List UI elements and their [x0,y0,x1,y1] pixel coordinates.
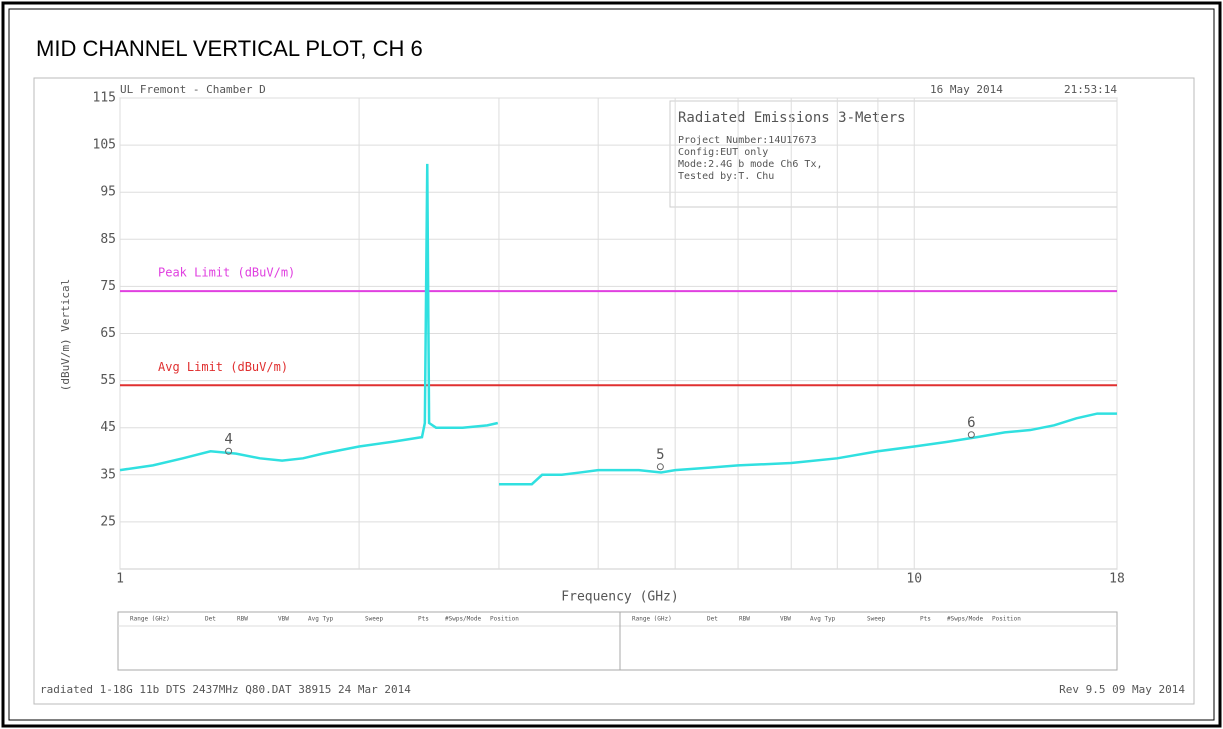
y-tick-label: 35 [100,467,116,482]
marker [656,463,664,471]
info-line: Project Number:14U17673 [678,135,816,146]
info-line: Tested by:T. Chu [678,171,774,182]
y-tick-label: 25 [100,514,116,529]
table-header: Pts [920,616,931,623]
table-header: VBW [278,616,289,623]
table-header: Det [707,616,718,623]
y-tick-label: 115 [93,91,116,106]
table-header: VBW [780,616,791,623]
info-title: Radiated Emissions 3-Meters [678,110,906,126]
info-line: Config:EUT only [678,147,768,158]
y-tick-label: 95 [100,185,116,200]
marker-label: 4 [224,431,232,447]
marker-label: 5 [656,447,664,463]
y-tick-label: 105 [93,138,116,153]
x-axis-label: Frequency (GHz) [561,590,678,605]
table-header: #Swps/Mode [445,616,482,623]
marker [967,431,975,439]
trace [119,163,1117,486]
info-line: Mode:2.4G b mode Ch6 Tx, [678,159,823,170]
header-date: 16 May 2014 [930,83,1003,96]
chart-title: MID CHANNEL VERTICAL PLOT, CH 6 [36,36,423,61]
table-header: #Swps/Mode [947,616,984,623]
table-header: Range (GHz) [632,616,672,623]
table-header: Position [490,616,519,623]
y-tick-label: 65 [100,326,116,341]
table-header: RBW [739,616,750,623]
y-tick-label: 85 [100,232,116,247]
y-tick-label: 45 [100,420,116,435]
header-time: 21:53:14 [1064,83,1117,96]
table-header: Sweep [867,616,885,623]
y-axis-label: (dBuV/m) Vertical [59,279,72,392]
table-header: Pts [418,616,429,623]
inner-frame [8,8,1215,721]
info-box [669,100,1118,208]
y-tick-label: 75 [100,279,116,294]
table-header: Range (GHz) [130,616,170,623]
table-header: Position [992,616,1021,623]
marker-label: 6 [967,415,975,431]
x-tick-label: 18 [1109,572,1125,587]
table-header: Avg Typ [810,616,836,623]
footer-right: Rev 9.5 09 May 2014 [1059,683,1185,696]
limit-label: Peak Limit (dBuV/m) [158,266,295,280]
limit-label: Avg Limit (dBuV/m) [158,360,288,374]
footer-left: radiated 1-18G 11b DTS 2437MHz Q80.DAT 3… [40,683,411,696]
table-header: Avg Typ [308,616,334,623]
marker [225,447,233,455]
settings-table [117,611,1118,671]
table-header: Sweep [365,616,383,623]
table-header: RBW [237,616,248,623]
x-tick-label: 1 [116,572,124,587]
table-header: Det [205,616,216,623]
header-left: UL Fremont - Chamber D [120,83,266,96]
plot-frame [33,77,1195,705]
y-tick-label: 55 [100,373,116,388]
x-tick-label: 10 [906,572,922,587]
